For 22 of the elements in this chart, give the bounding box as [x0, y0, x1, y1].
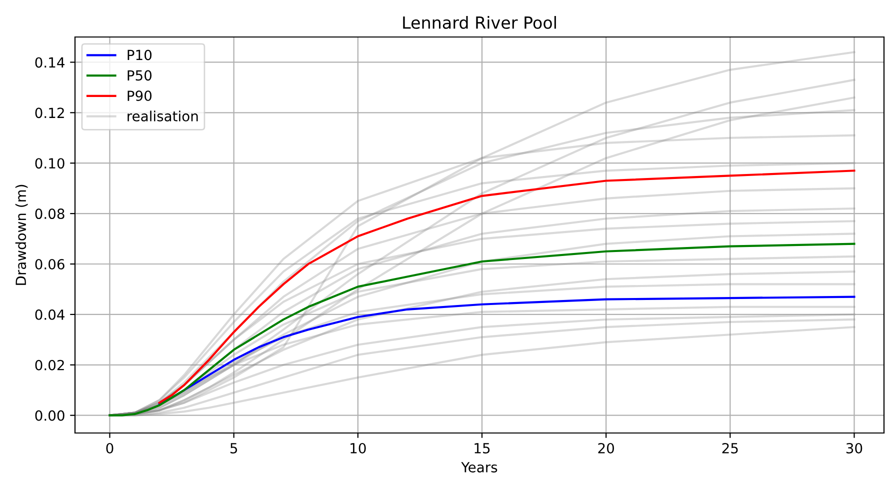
y-tick-label: 0.06	[35, 258, 64, 270]
x-axis-title: Years	[461, 462, 498, 472]
x-tick-label: 0	[106, 442, 114, 454]
chart-title: Lennard River Pool	[403, 16, 556, 29]
legend-label: P90	[128, 90, 152, 102]
y-tick-label: 0.00	[35, 410, 64, 421]
x-tick-label: 15	[474, 443, 490, 454]
x-tick-label: 30	[846, 442, 862, 454]
y-tick-label: 0.14	[35, 57, 64, 68]
legend-label: P10	[128, 50, 152, 60]
y-axis-title: Drawdown (m)	[15, 184, 28, 285]
x-tick-label: 5	[230, 443, 238, 454]
x-tick-label: 25	[722, 442, 738, 454]
legend-label: realisation	[128, 110, 198, 122]
y-tick-label: 0.02	[35, 360, 64, 370]
y-tick-label: 0.04	[35, 309, 64, 320]
y-tick-label: 0.08	[35, 208, 64, 220]
x-tick-label: 10	[350, 442, 366, 454]
x-tick-label: 20	[598, 442, 614, 454]
y-tick-label: 0.12	[35, 108, 64, 118]
y-tick-label: 0.10	[35, 158, 64, 169]
legend-label: P50	[128, 70, 152, 81]
